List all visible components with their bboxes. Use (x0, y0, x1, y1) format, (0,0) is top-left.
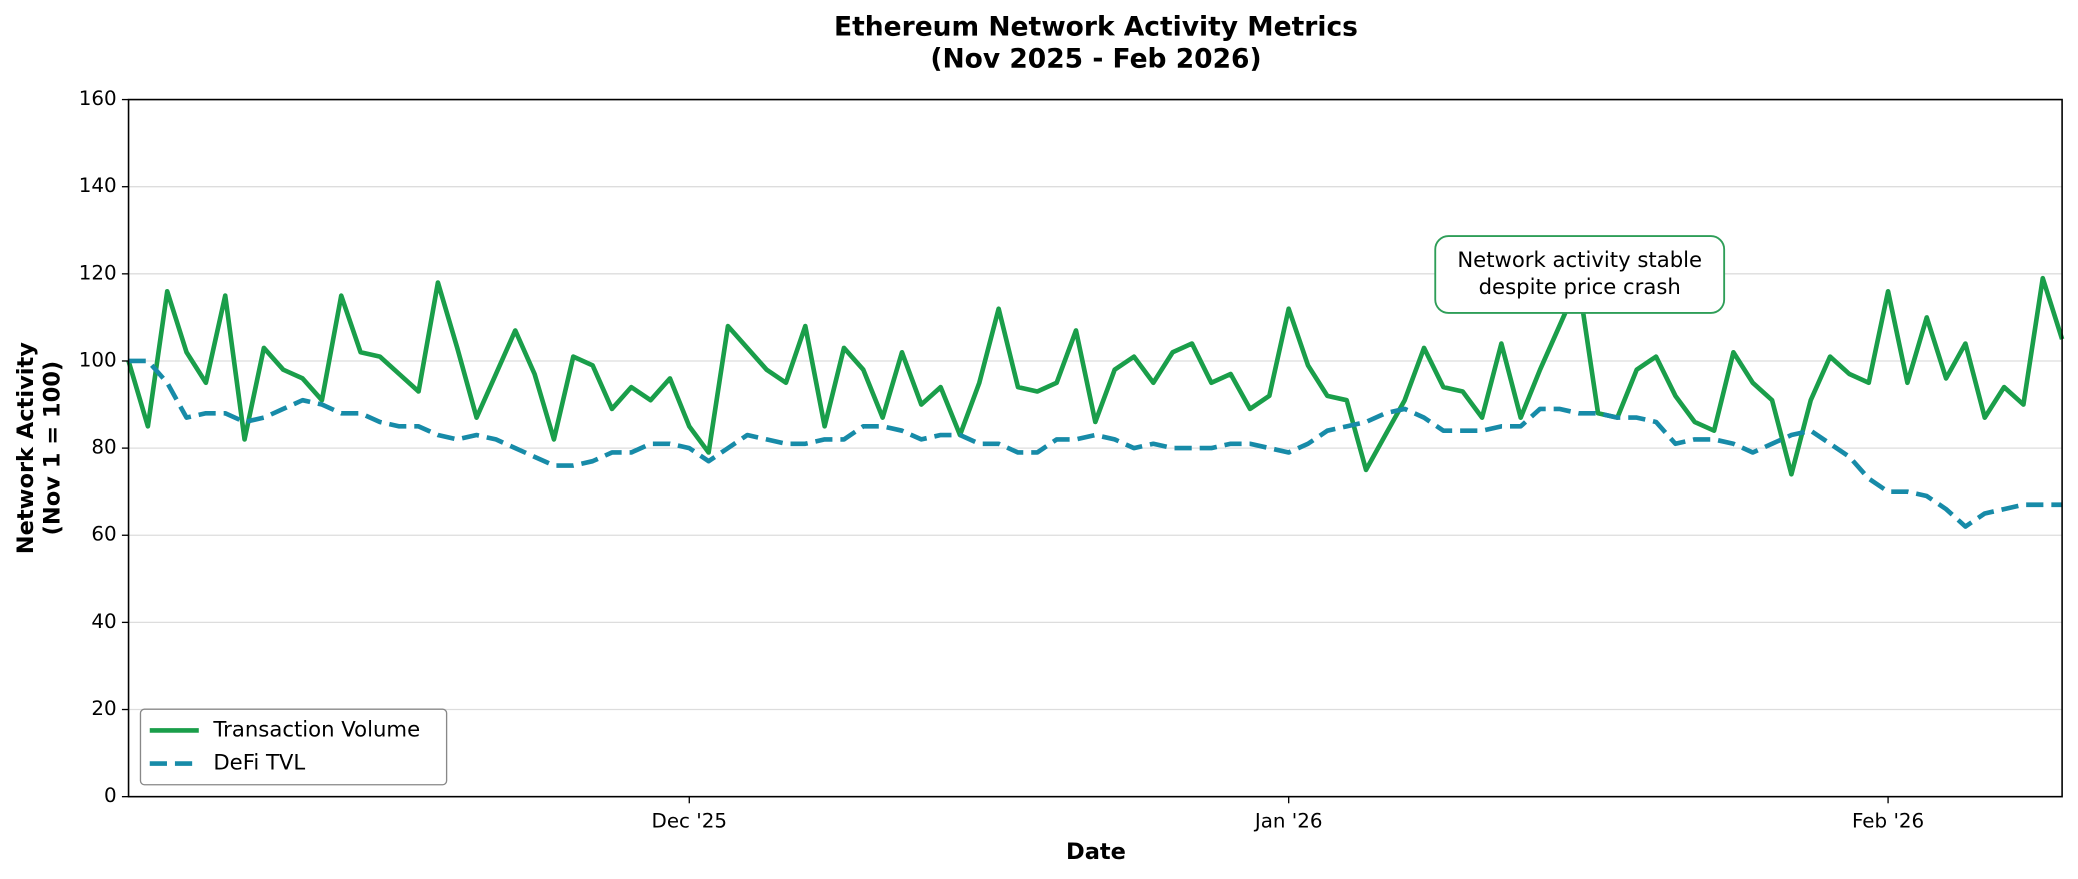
y-tick-label: 60 (91, 523, 116, 546)
y-axis-label: Network Activity (13, 342, 39, 554)
x-tick-label: Feb '26 (1852, 809, 1924, 832)
legend-label: Transaction Volume (212, 716, 420, 741)
y-axis-label: (Nov 1 = 100) (40, 361, 66, 536)
x-axis-label: Date (1066, 839, 1126, 865)
y-tick-label: 20 (91, 697, 116, 720)
annotation: Network activity stable despite price cr… (1434, 235, 1726, 314)
series-line (126, 275, 2065, 477)
series-line (128, 358, 2063, 529)
y-tick-label: 40 (91, 610, 116, 633)
annotation-box (1434, 235, 1726, 314)
chart-subtitle: (Nov 2025 - Feb 2026) (930, 43, 1261, 74)
y-tick-label: 100 (79, 348, 117, 371)
legend: Transaction Volume DeFi TVL (139, 708, 448, 786)
y-tick-label: 160 (79, 87, 117, 110)
y-tick-label: 0 (104, 784, 117, 807)
x-tick-label: Dec '25 (652, 809, 727, 832)
y-tick-label: 80 (91, 436, 116, 459)
plot-area (126, 275, 2065, 529)
annotation-text: Network activity stable (1457, 247, 1702, 272)
chart-title: Ethereum Network Activity Metrics (834, 12, 1358, 43)
y-tick-label: 140 (79, 174, 117, 197)
annotation-text: despite price crash (1479, 274, 1681, 299)
legend-label: DeFi TVL (213, 750, 305, 775)
x-tick-label: Jan '26 (1253, 809, 1323, 832)
legend-box (139, 708, 448, 786)
y-tick-label: 120 (79, 261, 117, 284)
